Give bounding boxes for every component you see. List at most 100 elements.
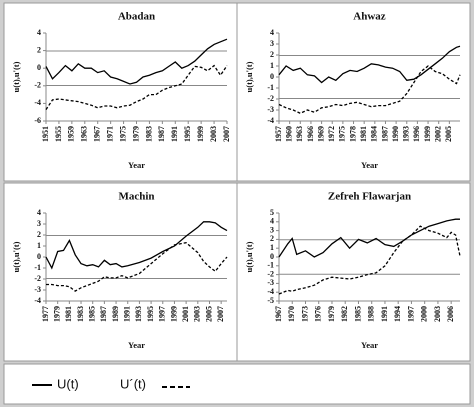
x-tick-label: 2007 [222, 126, 231, 142]
y-tick-label: -6 [34, 116, 41, 125]
y-tick-label: -3 [267, 278, 274, 287]
y-tick-label: 1 [37, 241, 41, 250]
x-tick-label: 1991 [380, 306, 389, 322]
x-axis-label: Year [361, 160, 378, 170]
x-tick-label: 1984 [370, 126, 379, 142]
series-line [46, 242, 228, 292]
y-tick-label: -2 [34, 274, 41, 283]
x-tick-label: 1999 [196, 126, 205, 142]
y-tick-label: -2 [267, 94, 274, 103]
y-tick-label: 4 [270, 28, 274, 37]
x-axis-label: Year [128, 340, 145, 350]
y-tick-label: -2 [34, 81, 41, 90]
y-tick-label: 5 [270, 208, 274, 217]
chart-title: Zefreh Flawarjan [328, 191, 411, 203]
y-tick-label: -1 [267, 261, 274, 270]
x-tick-label: 1970 [287, 306, 296, 322]
x-tick-label: 1969 [316, 126, 325, 142]
series-line [278, 218, 460, 258]
x-tick-label: 1976 [314, 306, 323, 322]
x-tick-label: 2003 [433, 306, 442, 322]
legend-label: U(t) [57, 376, 79, 391]
x-tick-label: 1987 [99, 306, 108, 322]
x-tick-label: 1987 [380, 126, 389, 142]
x-tick-label: 1993 [402, 126, 411, 142]
panel-bg [3, 2, 238, 182]
y-tick-label: 3 [270, 39, 274, 48]
y-tick-label: 4 [37, 208, 41, 217]
x-tick-label: 2002 [434, 126, 443, 142]
y-tick-label: 0 [37, 252, 41, 261]
x-tick-label: 2007 [216, 306, 225, 322]
chart-title: Machin [118, 191, 154, 203]
legend-box [3, 363, 471, 405]
series-line [278, 225, 461, 295]
x-tick-label: 1981 [359, 126, 368, 142]
x-tick-label: 1979 [327, 306, 336, 322]
legend-label: U´(t) [120, 376, 146, 391]
x-tick-label: 1999 [423, 126, 432, 142]
y-tick-label: -1 [34, 263, 41, 272]
x-tick-label: 1983 [144, 126, 153, 142]
y-tick-label: 1 [270, 243, 274, 252]
panel: Abadan -6 -4 -2 0 2 4 1951 1955 1959 1963 1967 1971 1… [3, 2, 238, 182]
chart-title: Ahwaz [353, 11, 386, 23]
y-tick-label: -3 [34, 285, 41, 294]
y-tick-label: -2 [267, 269, 274, 278]
x-tick-label: 2006 [446, 306, 455, 322]
series-line [278, 45, 461, 84]
chart-title: Abadan [118, 11, 155, 23]
y-tick-label: -5 [267, 296, 274, 305]
x-tick-label: 1985 [88, 306, 97, 322]
x-tick-label: 2001 [181, 306, 190, 322]
x-tick-label: 1979 [53, 306, 62, 322]
x-tick-label: 1963 [80, 126, 89, 142]
y-axis-label: u(t),u'(t) [11, 61, 21, 92]
x-tick-label: 1985 [353, 306, 362, 322]
x-axis-label: Year [361, 340, 378, 350]
y-tick-label: 2 [270, 50, 274, 59]
x-tick-label: 1994 [393, 306, 402, 322]
x-axis-label: Year [128, 160, 145, 170]
x-tick-label: 1999 [169, 306, 178, 322]
x-tick-label: 1973 [300, 306, 309, 322]
x-tick-label: 1979 [131, 126, 140, 142]
y-tick-label: -4 [34, 98, 41, 107]
x-tick-label: 1955 [54, 126, 63, 142]
x-tick-label: 1975 [118, 126, 127, 142]
panel-bg [236, 182, 471, 362]
panel-bg [3, 182, 238, 362]
x-tick-label: 1963 [295, 126, 304, 142]
x-tick-label: 1977 [41, 306, 50, 322]
x-tick-label: 1989 [111, 306, 120, 322]
y-tick-label: -4 [34, 296, 41, 305]
x-tick-label: 1983 [76, 306, 85, 322]
x-tick-label: 1972 [327, 126, 336, 142]
x-tick-label: 1978 [348, 126, 357, 142]
y-axis-label: u(t),u'(t) [244, 61, 254, 92]
x-tick-label: 2005 [444, 126, 453, 142]
x-tick-label: 2003 [209, 126, 218, 142]
x-tick-label: 1967 [93, 126, 102, 142]
y-tick-label: 1 [270, 61, 274, 70]
x-tick-label: 1957 [274, 126, 283, 142]
x-tick-label: 1975 [338, 126, 347, 142]
x-tick-label: 1960 [284, 126, 293, 142]
x-tick-label: 1988 [367, 306, 376, 322]
x-tick-label: 1996 [412, 126, 421, 142]
x-tick-label: 1967 [274, 306, 283, 322]
y-tick-label: -4 [267, 116, 274, 125]
y-tick-label: 3 [270, 225, 274, 234]
x-tick-label: 1951 [41, 126, 50, 142]
x-tick-label: 1971 [105, 126, 114, 142]
x-tick-label: 1991 [123, 306, 132, 322]
y-tick-label: 2 [37, 230, 41, 239]
y-tick-label: -3 [267, 105, 274, 114]
x-tick-label: 1997 [406, 306, 415, 322]
panel-bg [236, 2, 471, 182]
series-line [45, 221, 228, 270]
